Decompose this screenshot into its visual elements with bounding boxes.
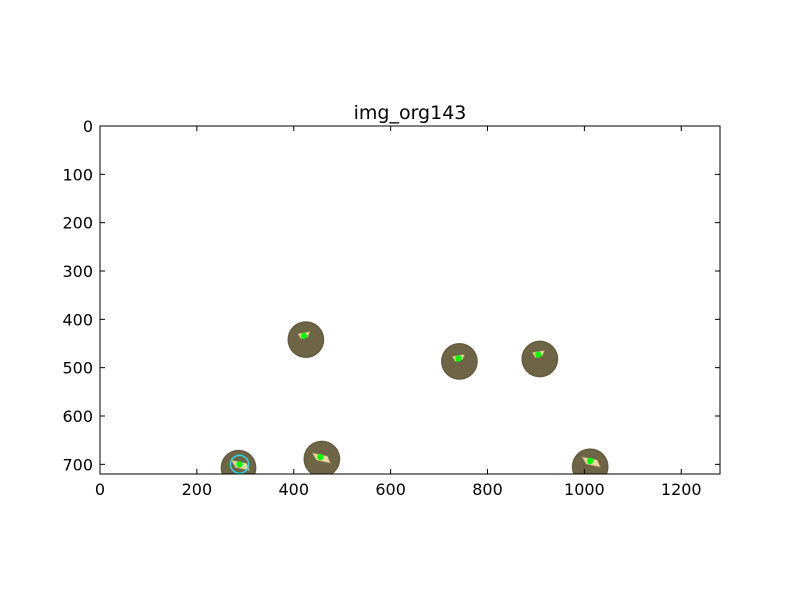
data-point: [571, 448, 609, 474]
data-point-disc-edge: [572, 448, 609, 474]
data-point-marker: [317, 453, 324, 461]
data-point-marker: [586, 457, 594, 465]
x-tick-label: 800: [472, 480, 503, 499]
x-tick-label: 1200: [661, 480, 702, 499]
x-tick-label: 600: [375, 480, 406, 499]
highlight-circle: [229, 454, 250, 474]
data-point-disc: [521, 340, 559, 378]
x-tick-label: 1000: [564, 480, 605, 499]
data-point-disc-edge: [287, 321, 324, 358]
data-point-disc-edge: [441, 343, 478, 380]
data-point-marker: [236, 461, 243, 468]
data-point-marker: [455, 355, 462, 362]
y-tick-label: 300: [62, 262, 93, 281]
y-tick-label: 700: [62, 455, 93, 474]
x-tick-label: 200: [182, 480, 213, 499]
data-point-disc-edge: [521, 340, 558, 377]
data-point-disc: [287, 321, 325, 359]
y-tick-label: 500: [62, 359, 93, 378]
data-point: [220, 449, 257, 474]
data-point-marker: [300, 332, 308, 339]
x-tick-label: 0: [95, 480, 105, 499]
x-tick-label: 400: [278, 480, 309, 499]
tick-labels: 0 200 400 600 800 1000 1200 0 100 200 300 400 500 600…: [62, 117, 701, 499]
y-tick-label: 200: [62, 214, 93, 233]
y-tick-label: 0: [83, 117, 93, 136]
data-point-disc-edge: [303, 441, 340, 474]
y-tick-label: 400: [62, 310, 93, 329]
data-point: [521, 340, 559, 378]
data-point-marker: [535, 351, 542, 358]
data-point: [441, 342, 478, 380]
data-point-disc-edge: [221, 450, 257, 474]
chart-title: img_org143: [354, 102, 467, 124]
plot-frame: [99, 125, 721, 475]
axes: [99, 125, 721, 475]
y-tick-label: 100: [62, 165, 93, 184]
data-point: [303, 440, 341, 474]
plot-area: [220, 321, 609, 474]
y-tick-label: 600: [62, 407, 93, 426]
data-point: [287, 321, 325, 359]
